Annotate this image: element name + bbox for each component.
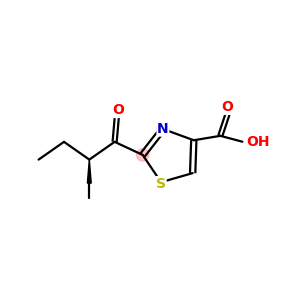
Circle shape — [157, 123, 169, 135]
Text: O: O — [222, 100, 234, 114]
Text: O: O — [112, 103, 124, 117]
Text: N: N — [157, 122, 169, 136]
Text: OH: OH — [246, 135, 269, 149]
Polygon shape — [87, 160, 91, 183]
Text: S: S — [156, 177, 166, 190]
Circle shape — [136, 149, 149, 161]
